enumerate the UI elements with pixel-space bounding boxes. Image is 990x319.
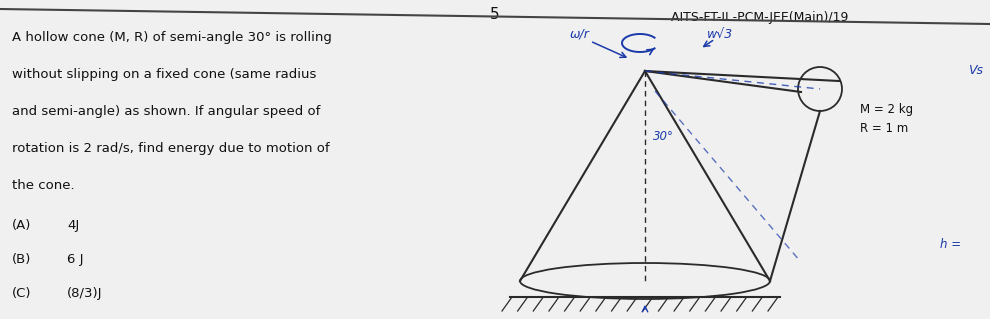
Text: ω/r: ω/r	[570, 27, 590, 41]
Text: R = 1 m: R = 1 m	[860, 122, 908, 136]
Text: h =: h =	[940, 238, 961, 250]
Text: AITS-FT-II -PCM-JEE(Main)/19: AITS-FT-II -PCM-JEE(Main)/19	[671, 11, 848, 24]
Text: (8/3)J: (8/3)J	[67, 287, 103, 300]
Text: 6 J: 6 J	[67, 253, 83, 266]
Text: 4J: 4J	[67, 219, 79, 232]
Text: 30°: 30°	[652, 130, 673, 143]
Text: (A): (A)	[12, 219, 32, 232]
Text: 5: 5	[490, 7, 500, 22]
Text: A hollow cone (M, R) of semi-angle 30° is rolling: A hollow cone (M, R) of semi-angle 30° i…	[12, 31, 332, 44]
Text: w√3: w√3	[707, 27, 734, 41]
Text: the cone.: the cone.	[12, 179, 74, 192]
Text: Vs: Vs	[968, 64, 983, 78]
Text: without slipping on a fixed cone (same radius: without slipping on a fixed cone (same r…	[12, 68, 317, 81]
Text: and semi-angle) as shown. If angular speed of: and semi-angle) as shown. If angular spe…	[12, 105, 321, 118]
Text: M = 2 kg: M = 2 kg	[860, 102, 913, 115]
Text: (C): (C)	[12, 287, 32, 300]
Text: rotation is 2 rad/s, find energy due to motion of: rotation is 2 rad/s, find energy due to …	[12, 142, 330, 155]
Text: (B): (B)	[12, 253, 32, 266]
